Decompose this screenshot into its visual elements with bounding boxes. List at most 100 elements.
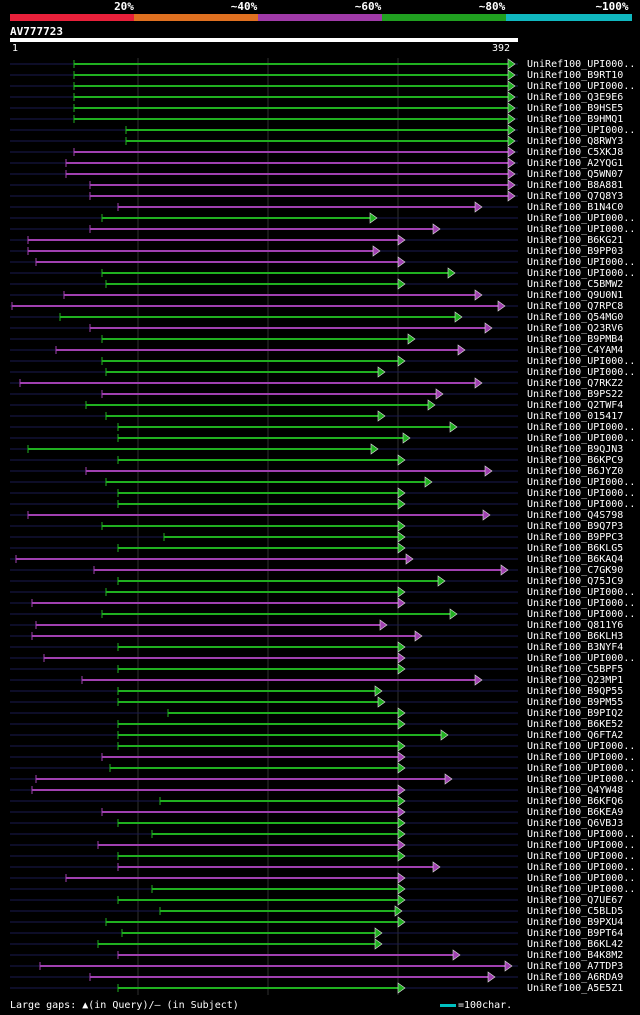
- hit-label[interactable]: UniRef100_B6KAQ4: [527, 553, 624, 565]
- hit-label[interactable]: UniRef100_UPI000..: [527, 773, 636, 785]
- hit-label[interactable]: UniRef100_UPI000..: [527, 861, 636, 873]
- hit-label[interactable]: UniRef100_A5E5Z1: [527, 982, 624, 994]
- hit-label[interactable]: UniRef100_B9QP55: [527, 685, 624, 697]
- hit-label[interactable]: UniRef100_C7GK90: [527, 564, 624, 576]
- hit-label[interactable]: UniRef100_UPI000..: [527, 366, 636, 378]
- hit-label[interactable]: UniRef100_Q7RPC8: [527, 300, 624, 312]
- hit-label[interactable]: UniRef100_B9HMQ1: [527, 113, 624, 125]
- hit-label[interactable]: UniRef100_C5BPF5: [527, 663, 624, 675]
- hit-label[interactable]: UniRef100_Q75JC9: [527, 575, 624, 587]
- hit-label[interactable]: UniRef100_Q6VBJ3: [527, 817, 624, 829]
- hit-label[interactable]: UniRef100_B6KEA9: [527, 806, 624, 818]
- hit-label[interactable]: UniRef100_B6KFQ6: [527, 795, 624, 807]
- hit-label[interactable]: UniRef100_UPI000..: [527, 740, 636, 752]
- hit-end-arrow: [482, 509, 491, 521]
- hit-label[interactable]: UniRef100_UPI000..: [527, 80, 636, 92]
- hit-label[interactable]: UniRef100_B3NYF4: [527, 641, 624, 653]
- hit-label[interactable]: UniRef100_B9PMB4: [527, 333, 624, 345]
- hit-label[interactable]: UniRef100_B9QJN3: [527, 443, 624, 455]
- hit-label[interactable]: UniRef100_B9PPC3: [527, 531, 624, 543]
- hit-label[interactable]: UniRef100_Q6FTA2: [527, 729, 624, 741]
- hit-label[interactable]: UniRef100_UPI000..: [527, 223, 636, 235]
- hit-label[interactable]: UniRef100_015417: [527, 410, 624, 422]
- hit-label[interactable]: UniRef100_UPI000..: [527, 850, 636, 862]
- hit-end-arrow: [369, 212, 378, 224]
- hit-end-arrow: [397, 278, 406, 290]
- hit-label[interactable]: UniRef100_B6KL42: [527, 938, 624, 950]
- hit-label[interactable]: UniRef100_UPI000..: [527, 751, 636, 763]
- hit-label[interactable]: UniRef100_UPI000..: [527, 267, 636, 279]
- hit-label[interactable]: UniRef100_Q8RWY3: [527, 135, 624, 147]
- hit-label[interactable]: UniRef100_A7TDP3: [527, 960, 624, 972]
- hit-label[interactable]: UniRef100_B9PXU4: [527, 916, 624, 928]
- hit-label[interactable]: UniRef100_B9PP03: [527, 245, 624, 257]
- hit-label[interactable]: UniRef100_UPI000..: [527, 124, 636, 136]
- legend-label-20: 20%: [114, 0, 134, 13]
- hit-label[interactable]: UniRef100_UPI000..: [527, 498, 636, 510]
- hit-label[interactable]: UniRef100_UPI000..: [527, 652, 636, 664]
- hit-label[interactable]: UniRef100_B9PT64: [527, 927, 624, 939]
- hit-label[interactable]: UniRef100_C4YAM4: [527, 344, 624, 356]
- hit-label[interactable]: UniRef100_UPI000..: [527, 432, 636, 444]
- hit-label[interactable]: UniRef100_B6JYZ0: [527, 465, 624, 477]
- hit-label[interactable]: UniRef100_A6RDA9: [527, 971, 624, 983]
- hit-label[interactable]: UniRef100_Q5WN07: [527, 168, 624, 180]
- hit-label[interactable]: UniRef100_UPI000..: [527, 597, 636, 609]
- hit-label[interactable]: UniRef100_C5XKJ8: [527, 146, 624, 158]
- hit-label[interactable]: UniRef100_Q54MG0: [527, 311, 624, 323]
- hit-end-arrow: [447, 267, 456, 279]
- hit-label[interactable]: UniRef100_B9PM55: [527, 696, 624, 708]
- hit-label[interactable]: UniRef100_B8A881: [527, 179, 624, 191]
- hit-label[interactable]: UniRef100_UPI000..: [527, 586, 636, 598]
- hit-label[interactable]: UniRef100_UPI000..: [527, 762, 636, 774]
- hit-label[interactable]: UniRef100_B9HSE5: [527, 102, 624, 114]
- hit-label[interactable]: UniRef100_Q7RKZ2: [527, 377, 624, 389]
- hit-label[interactable]: UniRef100_Q811Y6: [527, 619, 624, 631]
- hit-label[interactable]: UniRef100_B1N4C0: [527, 201, 624, 213]
- hit-label[interactable]: UniRef100_Q23RV6: [527, 322, 624, 334]
- hit-label[interactable]: UniRef100_UPI000..: [527, 839, 636, 851]
- hit-label[interactable]: UniRef100_B6KE52: [527, 718, 624, 730]
- hit-label[interactable]: UniRef100_B6KG21: [527, 234, 624, 246]
- hit-label[interactable]: UniRef100_B6KLH3: [527, 630, 624, 642]
- hit-label[interactable]: UniRef100_UPI000..: [527, 883, 636, 895]
- hit-end-arrow: [379, 619, 388, 631]
- hit-label[interactable]: UniRef100_B9Q7P3: [527, 520, 624, 532]
- hit-label[interactable]: UniRef100_B9RT10: [527, 69, 624, 81]
- hit-label[interactable]: UniRef100_Q7Q8Y3: [527, 190, 624, 202]
- hit-label[interactable]: UniRef100_B4K8M2: [527, 949, 624, 961]
- query-start: 1: [12, 43, 19, 54]
- hit-end-arrow: [507, 190, 516, 202]
- hit-label[interactable]: UniRef100_UPI000..: [527, 476, 636, 488]
- hit-label[interactable]: UniRef100_C5BLD5: [527, 905, 624, 917]
- hit-label[interactable]: UniRef100_UPI000..: [527, 256, 636, 268]
- hit-label[interactable]: UniRef100_Q4YW48: [527, 784, 624, 796]
- hit-end-arrow: [394, 905, 403, 917]
- hit-label[interactable]: UniRef100_UPI000..: [527, 212, 636, 224]
- hit-label[interactable]: UniRef100_UPI000..: [527, 355, 636, 367]
- hit-end-arrow: [397, 597, 406, 609]
- hit-label[interactable]: UniRef100_B6KLG5: [527, 542, 624, 554]
- hit-label[interactable]: UniRef100_Q9U0N1: [527, 289, 624, 301]
- hit-label[interactable]: UniRef100_UPI000..: [527, 487, 636, 499]
- hit-label[interactable]: UniRef100_B9PS22: [527, 388, 624, 400]
- hit-label[interactable]: UniRef100_B6KPC9: [527, 454, 624, 466]
- hit-end-arrow: [397, 795, 406, 807]
- hit-label[interactable]: UniRef100_UPI000..: [527, 828, 636, 840]
- hit-label[interactable]: UniRef100_Q23MP1: [527, 674, 624, 686]
- hit-label[interactable]: UniRef100_A2YQG1: [527, 157, 624, 169]
- hit-end-arrow: [405, 553, 414, 565]
- hit-label[interactable]: UniRef100_UPI000..: [527, 58, 636, 70]
- hit-label[interactable]: UniRef100_C5BMW2: [527, 278, 624, 290]
- hit-label[interactable]: UniRef100_Q3E9E6: [527, 91, 624, 103]
- scale-key: =100char.: [440, 1000, 512, 1011]
- hit-label[interactable]: UniRef100_UPI000..: [527, 421, 636, 433]
- hit-label[interactable]: UniRef100_UPI000..: [527, 872, 636, 884]
- hit-label[interactable]: UniRef100_Q7UE67: [527, 894, 624, 906]
- hit-label[interactable]: UniRef100_Q4S798: [527, 509, 624, 521]
- hit-label[interactable]: UniRef100_Q2TWF4: [527, 399, 624, 411]
- hit-label[interactable]: UniRef100_UPI000..: [527, 608, 636, 620]
- hit-end-arrow: [440, 729, 449, 741]
- hit-label[interactable]: UniRef100_B9PIQ2: [527, 707, 624, 719]
- hit-end-arrow: [487, 971, 496, 983]
